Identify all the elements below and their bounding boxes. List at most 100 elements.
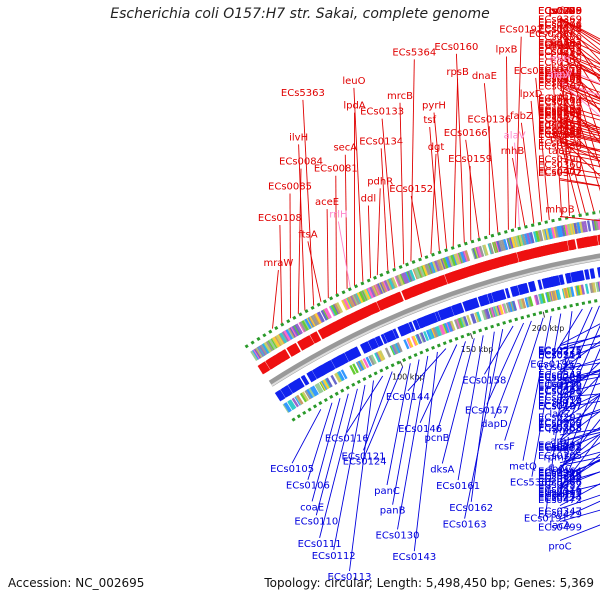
forward-gene-mark bbox=[299, 339, 307, 350]
forward-gene-mark bbox=[306, 335, 315, 346]
leader-line bbox=[531, 313, 562, 477]
feature-tracks bbox=[244, 210, 600, 422]
reverse-gene-mark bbox=[301, 374, 310, 386]
grid-dot bbox=[312, 404, 318, 409]
leader-line bbox=[559, 83, 595, 212]
gene-label: araJ bbox=[550, 436, 569, 447]
gene-label: lpdA bbox=[343, 101, 365, 112]
grid-dot bbox=[360, 281, 365, 286]
leader-line bbox=[279, 224, 283, 324]
forward-category-mark bbox=[564, 224, 569, 236]
reverse-category-mark bbox=[306, 388, 314, 399]
reverse-gene-mark bbox=[590, 268, 596, 279]
leader-line bbox=[514, 36, 522, 228]
leader-line bbox=[559, 93, 600, 144]
reverse-category-mark bbox=[362, 358, 370, 369]
gene-label: mhpD bbox=[545, 41, 575, 52]
forward-category-mark bbox=[503, 238, 509, 251]
grid-dot bbox=[291, 417, 296, 422]
grid-dot bbox=[436, 343, 441, 348]
forward-category-mark bbox=[524, 233, 530, 245]
grid-dot bbox=[362, 376, 367, 381]
forward-category-mark bbox=[561, 225, 566, 237]
grid-dot bbox=[496, 322, 501, 327]
gene-label: ECs0105 bbox=[270, 464, 314, 475]
grid-dot bbox=[524, 225, 528, 229]
forward-gene-mark bbox=[571, 239, 577, 250]
reverse-gene-mark bbox=[495, 290, 502, 302]
gene-label: fadE bbox=[549, 490, 571, 501]
gene-label: ECs0251 bbox=[538, 350, 582, 361]
gene-label: ECs0499 bbox=[538, 523, 582, 534]
leader-line bbox=[430, 153, 437, 254]
gene-label: ECs0390 bbox=[538, 155, 582, 166]
forward-category-mark bbox=[320, 309, 328, 321]
grid-dot bbox=[334, 391, 339, 396]
leader-line bbox=[559, 324, 600, 419]
forward-category-mark bbox=[500, 239, 507, 251]
reverse-category-mark bbox=[403, 339, 410, 350]
leader-line bbox=[376, 188, 381, 276]
forward-gene-mark bbox=[593, 235, 599, 246]
forward-category-mark bbox=[301, 320, 309, 331]
grid-dot bbox=[532, 312, 537, 317]
leader-line bbox=[559, 418, 600, 471]
accession-text: Accession: NC_002695 bbox=[8, 576, 145, 590]
forward-gene-mark bbox=[373, 301, 381, 313]
reverse-gene-mark bbox=[523, 282, 530, 294]
reverse-gene-mark bbox=[324, 361, 332, 373]
gene-label: ECs0347 bbox=[538, 507, 582, 518]
gene-label: tsf bbox=[423, 115, 436, 126]
forward-category-mark bbox=[413, 267, 420, 280]
leader-line bbox=[337, 221, 351, 288]
gene-label: ECs0235 bbox=[538, 47, 582, 58]
grid-dot bbox=[274, 326, 279, 331]
grid-dot bbox=[318, 401, 323, 406]
reverse-gene-mark bbox=[380, 333, 388, 345]
gene-label: ECs0121 bbox=[342, 451, 386, 462]
grid-dot bbox=[419, 350, 424, 355]
gene-label: ECs0085 bbox=[268, 182, 312, 193]
gene-label: ECs0197 bbox=[538, 402, 582, 413]
leader-line bbox=[530, 100, 543, 222]
gene-label: ECs0337 bbox=[538, 480, 582, 491]
forward-category-mark bbox=[496, 240, 502, 252]
reverse-category-mark bbox=[308, 387, 316, 398]
scale-tick-mark bbox=[542, 311, 546, 318]
reverse-gene-mark bbox=[319, 364, 328, 375]
reverse-gene-mark bbox=[573, 271, 579, 282]
reverse-category-mark bbox=[552, 290, 558, 301]
forward-category-mark bbox=[593, 219, 598, 231]
gene-label: rcsF bbox=[495, 442, 516, 453]
gene-label: ECs0375 bbox=[538, 24, 582, 35]
reverse-category-mark bbox=[476, 311, 482, 322]
gene-label: ECs0318 bbox=[538, 381, 582, 392]
reverse-category-mark bbox=[538, 293, 544, 304]
grid-dot bbox=[538, 311, 543, 315]
reverse-category-mark bbox=[352, 363, 359, 374]
gene-label: ECs5377 bbox=[538, 107, 582, 118]
leader-line bbox=[326, 209, 329, 299]
grid-dot bbox=[329, 394, 334, 399]
forward-category-mark bbox=[268, 338, 277, 350]
leader-line bbox=[559, 17, 600, 51]
leader-line bbox=[520, 122, 535, 224]
reverse-gene-mark bbox=[520, 283, 527, 295]
reverse-gene-mark bbox=[431, 312, 439, 323]
gene-label: ECs0152 bbox=[389, 184, 433, 195]
grid-dot bbox=[262, 333, 267, 338]
leader-line bbox=[550, 41, 563, 218]
leader-line bbox=[298, 144, 306, 311]
grid-dot bbox=[448, 339, 453, 343]
reverse-gene-mark bbox=[553, 275, 559, 287]
gene-label: ECs0133 bbox=[360, 107, 404, 118]
gene-label: ECs0429 bbox=[538, 510, 582, 521]
reverse-category-mark bbox=[396, 342, 403, 353]
grid-dot bbox=[544, 220, 548, 224]
gene-label: ECs0237 bbox=[538, 104, 582, 115]
leader-line bbox=[349, 380, 374, 572]
gene-label: ECs0315 bbox=[538, 351, 582, 362]
reverse-category-mark bbox=[580, 284, 585, 295]
grid-dot bbox=[292, 315, 297, 320]
